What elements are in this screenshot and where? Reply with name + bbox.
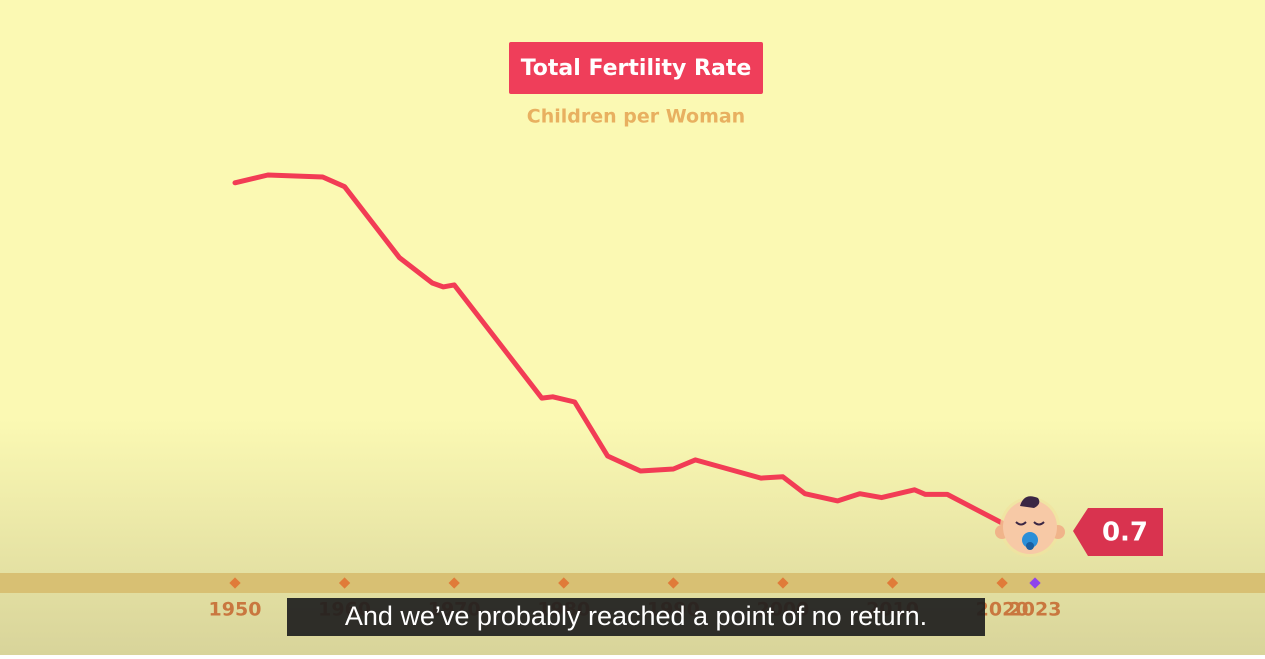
x-tick-label: 1950 [209,599,262,621]
plot [229,172,1041,589]
chart-subtitle: Children per Woman [527,106,745,128]
x-tick-mark [229,577,241,589]
video-caption: And we’ve probably reached a point of no… [345,601,927,631]
end-value-label: 0.7 [1102,518,1148,548]
x-tick-mark [667,577,680,589]
x-tick-mark [338,577,351,589]
caption-box [287,598,985,636]
x-tick-mark [558,577,570,589]
icon-pacifier-ring [1026,542,1034,550]
title-box [509,42,763,94]
time-band [0,573,1265,593]
x-tick-mark [448,577,460,589]
end-label-box [1073,508,1163,556]
icon-eyes [1015,521,1045,526]
baby-icon [995,496,1065,557]
series-line [232,172,1005,526]
icon-hair [1020,496,1040,508]
icon-face [1003,500,1057,554]
x-tick-mark [996,577,1008,589]
icon-pacifier [1022,532,1038,548]
x-tick-mark [777,577,789,589]
x-tick-mark [1029,577,1041,589]
x-tick-label: 2023 [1009,599,1062,621]
x-tick-mark [886,577,899,589]
chart-title: Total Fertility Rate [521,56,752,81]
x-tick-label: 2020 [976,599,1029,621]
